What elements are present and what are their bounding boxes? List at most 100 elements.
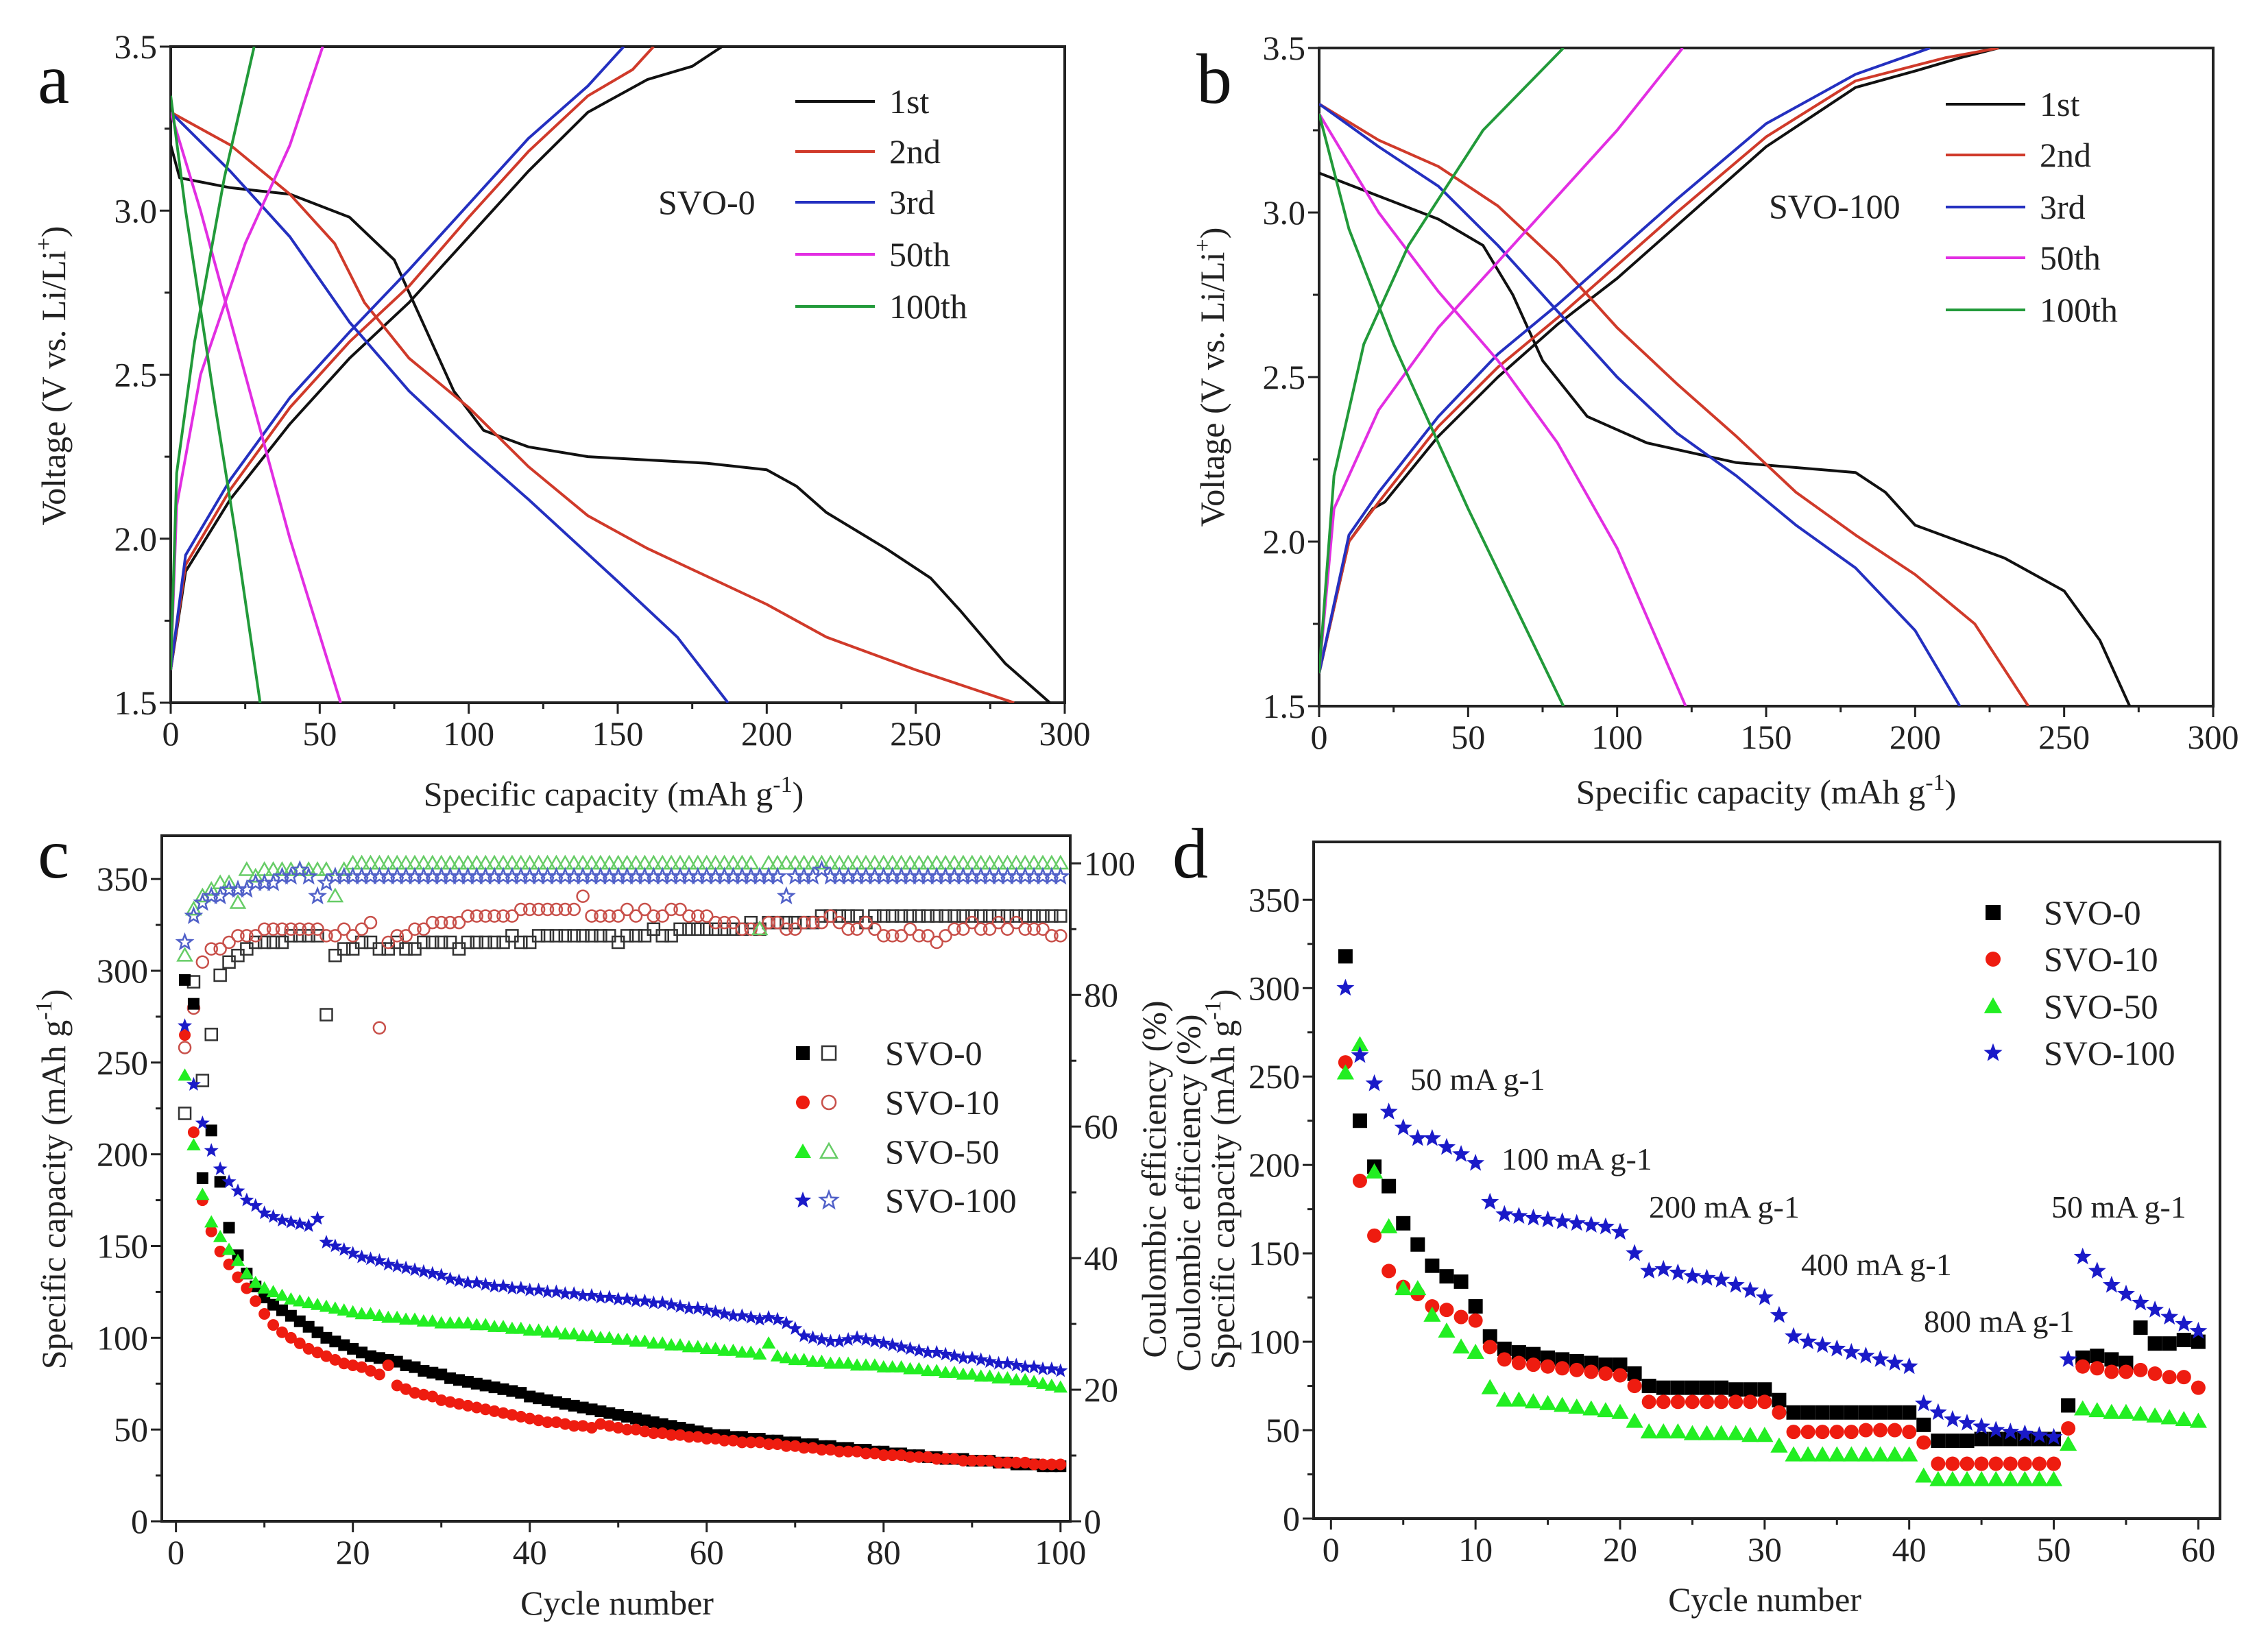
- capacity-point-SVO-0: [364, 1350, 376, 1362]
- capacity-point-SVO-50: [1452, 1338, 1470, 1354]
- panel-d-x-title: Cycle number: [1668, 1580, 1861, 1619]
- ce-point-SVO-10: [531, 902, 546, 917]
- ce-point-SVO-100: [175, 932, 195, 951]
- panel-a-sample-label: SVO-0: [658, 183, 756, 221]
- capacity-point-SVO-100: [346, 1246, 361, 1260]
- ce-point-SVO-10: [948, 922, 961, 937]
- capacity-point-SVO-50: [1640, 1423, 1658, 1439]
- ce-point-SVO-0: [655, 929, 669, 943]
- y-tick-label: 200: [1248, 1146, 1300, 1184]
- capacity-point-SVO-50: [310, 1297, 325, 1310]
- capacity-point-SVO-0: [1714, 1380, 1729, 1395]
- legend-marker-SVO-50: [795, 1144, 811, 1158]
- ce-point-SVO-10: [284, 922, 298, 937]
- ce-point-SVO-10: [877, 929, 891, 943]
- capacity-point-SVO-0: [1338, 949, 1353, 964]
- capacity-point-SVO-50: [416, 1314, 431, 1327]
- capacity-point-SVO-50: [425, 1314, 439, 1327]
- legend-label-50th: 50th: [889, 235, 950, 274]
- capacity-point-SVO-0: [338, 1339, 350, 1351]
- capacity-point-SVO-10: [948, 1453, 961, 1465]
- ce-point-SVO-10: [797, 915, 811, 930]
- capacity-point-SVO-10: [1844, 1425, 1859, 1440]
- capacity-point-SVO-50: [1654, 1423, 1672, 1439]
- capacity-point-SVO-100: [266, 1209, 281, 1223]
- x-tick-label: 300: [1039, 714, 1091, 753]
- capacity-point-SVO-50: [204, 1215, 219, 1228]
- y-tick-label: 0: [131, 1502, 148, 1541]
- capacity-point-SVO-100: [920, 1344, 935, 1359]
- capacity-point-SVO-100: [602, 1290, 617, 1304]
- capacity-point-SVO-0: [1829, 1405, 1844, 1420]
- capacity-point-SVO-10: [179, 1029, 191, 1041]
- capacity-point-SVO-100: [1842, 1342, 1861, 1360]
- ce-point-SVO-0: [903, 909, 917, 923]
- capacity-point-SVO-100: [779, 1315, 794, 1329]
- capacity-point-SVO-10: [2176, 1370, 2191, 1385]
- capacity-point-SVO-10: [232, 1271, 244, 1283]
- ce-point-SVO-0: [284, 929, 298, 943]
- capacity-point-SVO-50: [921, 1364, 935, 1377]
- capacity-point-SVO-0: [1786, 1405, 1801, 1420]
- capacity-point-SVO-10: [1352, 1173, 1367, 1188]
- capacity-point-SVO-0: [1453, 1274, 1469, 1289]
- ce-point-SVO-10: [479, 909, 492, 923]
- curves: [1319, 48, 2132, 706]
- ce-point-SVO-0: [1045, 909, 1059, 923]
- ce-point-SVO-10: [912, 929, 926, 943]
- capacity-point-SVO-50: [1044, 1378, 1059, 1391]
- capacity-point-SVO-0: [542, 1394, 554, 1406]
- ce-point-SVO-0: [195, 1074, 210, 1087]
- capacity-point-SVO-100: [593, 1290, 608, 1304]
- capacity-point-SVO-100: [1944, 1410, 1962, 1427]
- x-tick-label: 200: [741, 714, 793, 753]
- ce-point-SVO-10: [1054, 929, 1067, 943]
- capacity-point-SVO-0: [1525, 1346, 1541, 1362]
- ce-point-SVO-10: [1036, 922, 1050, 937]
- capacity-point-SVO-0: [2133, 1320, 2148, 1335]
- capacity-point-SVO-10: [1902, 1425, 1917, 1440]
- ce-point-SVO-0: [470, 935, 484, 950]
- y-tick-label: 350: [1248, 880, 1300, 919]
- capacity-point-SVO-100: [540, 1284, 555, 1298]
- capacity-point-SVO-0: [418, 1365, 430, 1377]
- ce-point-SVO-10: [638, 902, 652, 917]
- capacity-point-SVO-50: [797, 1353, 811, 1366]
- capacity-point-SVO-100: [708, 1304, 723, 1318]
- capacity-point-SVO-100: [876, 1336, 891, 1350]
- ce-point-SVO-10: [894, 929, 908, 943]
- capacity-point-SVO-10: [2003, 1456, 2018, 1471]
- capacity-point-SVO-50: [1901, 1446, 1918, 1462]
- capacity-point-SVO-0: [1699, 1380, 1714, 1395]
- ce-point-SVO-0: [691, 922, 705, 937]
- capacity-point-SVO-100: [929, 1344, 944, 1359]
- capacity-point-SVO-100: [815, 1332, 829, 1346]
- capacity-point-SVO-50: [876, 1360, 891, 1373]
- capacity-point-SVO-50: [2175, 1410, 2193, 1427]
- capacity-point-SVO-50: [372, 1309, 387, 1321]
- y-tick-label: 100: [97, 1318, 148, 1357]
- ce-point-SVO-10: [620, 902, 634, 917]
- capacity-point-SVO-100: [1408, 1128, 1427, 1146]
- legend-open-marker-SVO-50: [819, 1141, 839, 1159]
- capacity-point-SVO-100: [1813, 1336, 1832, 1353]
- capacity-point-SVO-10: [1001, 1456, 1013, 1469]
- capacity-point-SVO-0: [1468, 1299, 1483, 1314]
- capacity-point-SVO-100: [1973, 1417, 1991, 1434]
- capacity-point-SVO-100: [389, 1258, 405, 1272]
- capacity-point-SVO-10: [1800, 1425, 1815, 1440]
- ce-point-SVO-0: [487, 935, 501, 950]
- capacity-point-SVO-0: [2104, 1352, 2119, 1367]
- capacity-point-SVO-50: [611, 1332, 625, 1345]
- panel-b-y-title: Voltage (V vs. Li/Li+): [1190, 228, 1231, 527]
- curve-3rd-charge: [171, 47, 625, 670]
- ce-point-SVO-0: [293, 929, 307, 943]
- y-tick-label: 300: [1248, 969, 1300, 1007]
- ce-point-SVO-10: [408, 922, 422, 937]
- capacity-point-SVO-100: [991, 1355, 1006, 1370]
- curve-100th-discharge: [1319, 113, 1565, 706]
- capacity-point-SVO-10: [1873, 1423, 1888, 1438]
- capacity-point-SVO-100: [823, 1333, 838, 1348]
- ce-point-SVO-10: [452, 915, 466, 930]
- capacity-point-SVO-10: [860, 1447, 872, 1460]
